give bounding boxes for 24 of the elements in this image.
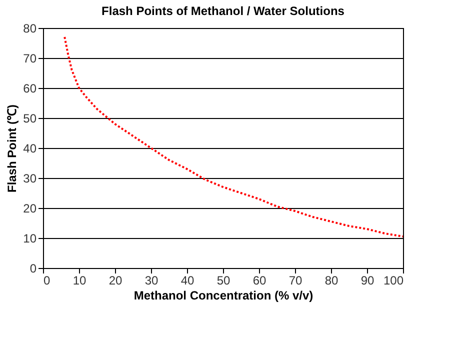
y-tick-label: 20 [23,202,37,216]
y-axis-title: Flash Point (℃) [5,104,20,192]
x-tick-label: 90 [360,274,374,288]
y-tick-label: 50 [23,112,37,126]
x-tick-label: 100 [383,274,404,288]
x-tick-label: 40 [180,274,194,288]
y-tick-label: 40 [23,142,37,156]
y-tick-label: 60 [23,82,37,96]
x-axis-title: Methanol Concentration (% v/v) [134,288,314,302]
y-tick-label: 30 [23,172,37,186]
x-tick-label: 20 [108,274,122,288]
x-tick-label: 80 [324,274,338,288]
y-tick-label: 10 [23,232,37,246]
x-tick-label: 10 [72,274,86,288]
x-tick-label: 70 [288,274,302,288]
y-tick-label: 80 [23,22,37,36]
x-tick-label: 30 [144,274,158,288]
y-tick-label: 70 [23,52,37,66]
x-tick-label: 60 [252,274,266,288]
y-tick-label: 0 [30,262,37,276]
line-series [64,36,404,238]
x-tick-label: 50 [216,274,230,288]
chart-title: Flash Points of Methanol / Water Solutions [102,4,345,18]
x-tick-label: 0 [44,274,50,288]
